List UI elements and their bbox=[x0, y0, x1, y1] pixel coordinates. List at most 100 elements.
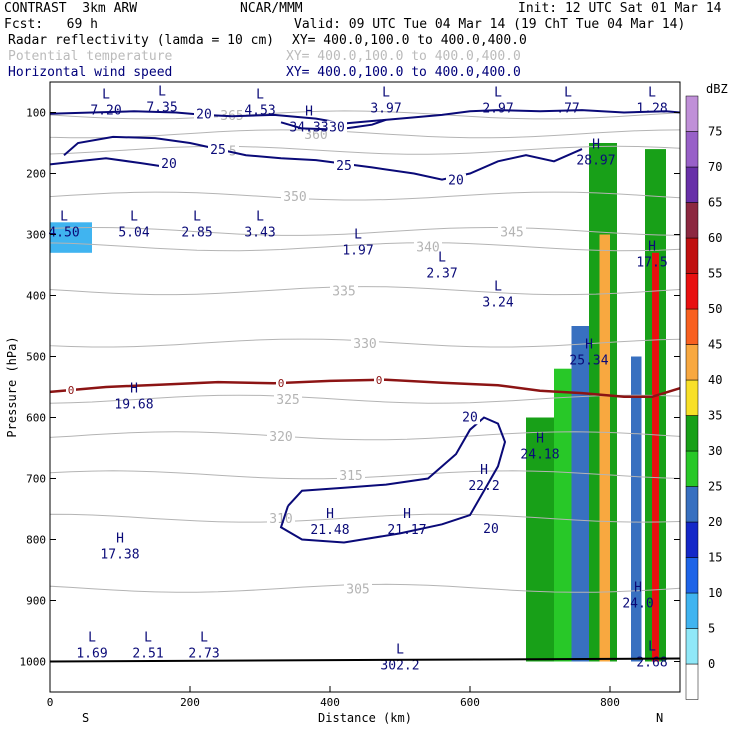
colorbar-swatch bbox=[685, 166, 699, 203]
colorbar-swatch bbox=[685, 344, 699, 381]
theta-label-bg bbox=[274, 393, 302, 408]
colorbar-level-label: 25 bbox=[708, 480, 722, 494]
colorbar-swatch bbox=[685, 273, 699, 310]
wind-contour-label: 20 bbox=[462, 410, 478, 425]
colorbar-level-label: 45 bbox=[708, 338, 722, 352]
extremum-marker: L bbox=[396, 643, 404, 658]
theta-contour bbox=[49, 513, 681, 523]
theta-contour bbox=[49, 431, 681, 441]
theta-label-bg bbox=[302, 127, 330, 142]
wind-label-bg bbox=[194, 107, 214, 122]
reflectivity-cell bbox=[652, 252, 659, 662]
extremum-marker: L bbox=[200, 630, 208, 645]
theta-label-bg bbox=[267, 429, 295, 444]
y-axis-label: Pressure (hPa) bbox=[5, 336, 19, 437]
freezing-label-bg bbox=[374, 373, 384, 386]
wind-speed-layer: 20 30 25 20 25 20 20 20 bbox=[49, 107, 681, 544]
reflectivity-cell bbox=[571, 326, 589, 662]
x-axis-label: Distance (km) bbox=[318, 711, 412, 725]
colorbar-swatch bbox=[685, 557, 699, 594]
forecast-hour: Fcst: 69 h bbox=[4, 17, 98, 32]
extremum-value: 17.38 bbox=[100, 547, 139, 562]
colorbar: dBZ 0 5 10 15 20 25 30 35 40 45 50 55 60 65 70 75 bbox=[685, 82, 728, 700]
y-tick-label: 600 bbox=[26, 412, 46, 425]
theta-contour-label: 330 bbox=[353, 337, 376, 352]
theta-label-bg bbox=[344, 582, 372, 597]
extremum-value: 21.17 bbox=[387, 523, 426, 538]
south-label: S bbox=[82, 711, 89, 725]
freezing-level-label: 0 bbox=[68, 384, 75, 397]
extremum-marker: H bbox=[592, 137, 600, 152]
colorbar-level-label: 50 bbox=[708, 302, 722, 316]
extremum-marker: L bbox=[564, 86, 572, 101]
y-tick-label: 400 bbox=[26, 290, 46, 303]
colorbar-level-label: 30 bbox=[708, 444, 722, 458]
theta-contour-label: 320 bbox=[269, 430, 292, 445]
extremum-value: 21.48 bbox=[310, 523, 349, 538]
extremum-marker: L bbox=[158, 84, 166, 99]
plot-frame bbox=[49, 81, 681, 693]
extremum-marker: L bbox=[88, 630, 96, 645]
colorbar-swatch bbox=[685, 131, 699, 168]
x-tick-label: 200 bbox=[180, 696, 200, 709]
theta-contour-label: 310 bbox=[269, 512, 292, 527]
extremum-marker: H bbox=[634, 580, 642, 595]
wind-contour-label: 20 bbox=[448, 174, 464, 189]
x-tick-label: 400 bbox=[320, 696, 340, 709]
wind-label-bg bbox=[327, 120, 347, 135]
colorbar-level-label: 0 bbox=[708, 657, 715, 671]
colorbar-swatch bbox=[685, 415, 699, 452]
colorbar-swatch bbox=[685, 486, 699, 523]
organization-label: NCAR/MMM bbox=[240, 1, 303, 16]
colorbar-level-label: 55 bbox=[708, 267, 722, 281]
extremum-marker: L bbox=[102, 87, 110, 102]
extremum-value: 25.34 bbox=[569, 354, 608, 369]
colorbar-unit: dBZ bbox=[706, 82, 728, 96]
wind-label-bg bbox=[334, 158, 354, 173]
colorbar-level-label: 70 bbox=[708, 160, 722, 174]
extremum-marker: L bbox=[193, 209, 201, 224]
extremum-marker: L bbox=[438, 250, 446, 265]
colorbar-swatch bbox=[685, 592, 699, 629]
theta-contour bbox=[49, 129, 681, 139]
wind-contour-label: 20 bbox=[161, 157, 177, 172]
colorbar-swatch bbox=[685, 450, 699, 487]
surface-line bbox=[49, 657, 681, 663]
chart-header: CONTRAST 3km ARW NCAR/MMM Init: 12 UTC S… bbox=[0, 0, 740, 82]
theta-label-bg bbox=[281, 190, 309, 205]
reflectivity-fill-layer bbox=[50, 82, 680, 692]
colorbar-level-label: 60 bbox=[708, 231, 722, 245]
theta-contour bbox=[49, 110, 681, 120]
colorbar-level-label: 40 bbox=[708, 373, 722, 387]
extremum-value: 28.97 bbox=[576, 153, 615, 168]
theta-contour bbox=[49, 242, 681, 252]
extremum-value: 2.37 bbox=[426, 266, 457, 281]
theta-contour-label: 315 bbox=[339, 469, 362, 484]
extremum-value: 34.33 bbox=[289, 120, 328, 135]
wind-contour-label: 25 bbox=[336, 159, 352, 174]
extremum-value: 3.43 bbox=[244, 225, 275, 240]
extremum-marker: L bbox=[648, 639, 656, 654]
y-tick-label: 300 bbox=[26, 229, 46, 242]
extremum-marker: H bbox=[116, 531, 124, 546]
x-tick-label: 0 bbox=[47, 696, 54, 709]
theta-contour-label: 340 bbox=[416, 241, 439, 256]
wind-contour-label: 20 bbox=[196, 108, 212, 123]
theta-contour-label: 325 bbox=[276, 393, 299, 408]
wind-label-bg bbox=[159, 157, 179, 172]
extremum-value: 2.51 bbox=[132, 646, 163, 661]
extremum-value: 1.97 bbox=[342, 244, 373, 259]
extremum-marker: H bbox=[585, 338, 593, 353]
north-label: N bbox=[656, 711, 663, 725]
extremum-value: 17.5 bbox=[636, 255, 667, 270]
extremum-value: 2.97 bbox=[482, 102, 513, 117]
extremum-value: 19.68 bbox=[114, 397, 153, 412]
model-title: CONTRAST 3km ARW bbox=[4, 1, 138, 16]
theta-contour bbox=[49, 145, 681, 155]
extremum-marker: L bbox=[354, 228, 362, 243]
extremum-value: 24.0 bbox=[622, 596, 653, 611]
theta-contour-label: 335 bbox=[332, 285, 355, 300]
extremum-marker: L bbox=[382, 86, 390, 101]
y-tick-label: 700 bbox=[26, 473, 46, 486]
